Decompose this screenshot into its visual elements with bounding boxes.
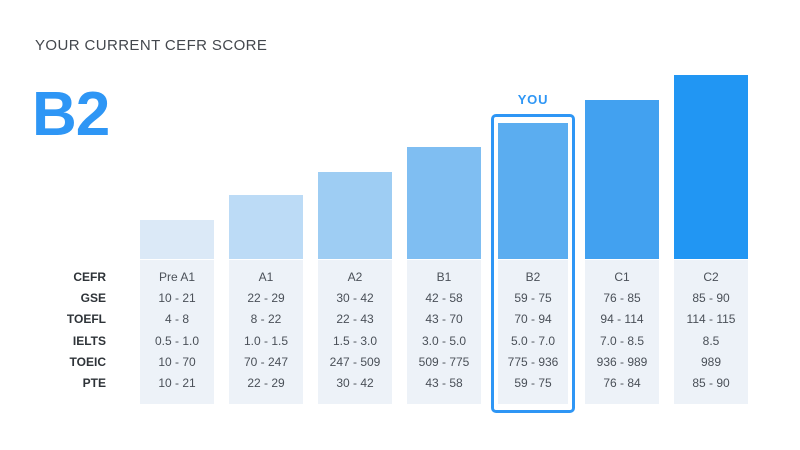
score-column-pre-a1: Pre A1 10 - 21 4 - 8 0.5 - 1.0 10 - 70 10 - 2… (140, 260, 214, 404)
bar-a1 (229, 195, 303, 259)
table-cell-gse-b2: 59 - 75 (514, 290, 552, 305)
bar-pre-a1 (140, 220, 214, 259)
bar-c2 (674, 75, 748, 259)
table-row-labels: CEFR GSE TOEFL IELTS TOEIC PTE (30, 260, 106, 404)
table-cell-ielts-a1: 1.0 - 1.5 (243, 333, 289, 348)
table-cell-cefr-b1: B1 (436, 269, 452, 284)
table-cell-toeic-a1: 70 - 247 (243, 354, 289, 369)
you-label: YOU (517, 92, 549, 107)
table-cell-toefl-c2: 114 - 115 (686, 312, 736, 327)
table-cell-toefl-c1: 94 - 114 (600, 312, 644, 327)
table-cell-gse-b1: 42 - 58 (425, 290, 463, 305)
table-cell-ielts-b2: 5.0 - 7.0 (510, 333, 556, 348)
table-cell-toefl-a1: 8 - 22 (250, 312, 282, 327)
table-cell-cefr-c2: C2 (703, 269, 719, 284)
current-level-highlight (491, 114, 575, 413)
table-cell-toefl-b2: 70 - 94 (514, 312, 552, 327)
row-label-pte: PTE (82, 376, 106, 391)
table-cell-toefl-a2: 22 - 43 (336, 312, 374, 327)
score-column-b1: B1 42 - 58 43 - 70 3.0 - 5.0 509 - 775 43 - 5… (407, 260, 481, 404)
row-label-ielts: IELTS (72, 333, 106, 348)
score-column-a2: A2 30 - 42 22 - 43 1.5 - 3.0 247 - 509 30 - 4… (318, 260, 392, 404)
score-column-c2: C2 85 - 90 114 - 115 8.5 989 85 - 90 (674, 260, 748, 404)
table-cell-gse-pre-a1: 10 - 21 (158, 290, 196, 305)
table-cell-gse-c1: 76 - 85 (603, 290, 641, 305)
table-cell-toeic-a2: 247 - 509 (329, 354, 381, 369)
table-cell-cefr-a1: A1 (258, 269, 274, 284)
table-cell-pte-b1: 43 - 58 (425, 376, 463, 391)
table-cell-cefr-b2: B2 (525, 269, 541, 284)
table-cell-gse-a2: 30 - 42 (336, 290, 374, 305)
table-cell-toeic-b1: 509 - 775 (418, 354, 470, 369)
table-cell-cefr-pre-a1: Pre A1 (158, 269, 196, 284)
table-cell-toeic-c1: 936 - 989 (596, 354, 648, 369)
score-column-b2: B2 59 - 75 70 - 94 5.0 - 7.0 775 - 936 59 - 7… (498, 260, 568, 404)
bar-b2 (498, 123, 568, 259)
table-cell-toeic-b2: 775 - 936 (507, 354, 559, 369)
bar-c1 (585, 100, 659, 259)
score-column-c1: C1 76 - 85 94 - 114 7.0 - 8.5 936 - 989 76 - … (585, 260, 659, 404)
table-cell-cefr-c1: C1 (614, 269, 630, 284)
table-cell-pte-c1: 76 - 84 (603, 376, 641, 391)
table-cell-ielts-b1: 3.0 - 5.0 (421, 333, 467, 348)
table-cell-ielts-c2: 8.5 (702, 333, 720, 348)
score-column-a1: A1 22 - 29 8 - 22 1.0 - 1.5 70 - 247 22 - 29 (229, 260, 303, 404)
table-cell-ielts-c1: 7.0 - 8.5 (599, 333, 645, 348)
table-cell-toeic-pre-a1: 10 - 70 (158, 354, 196, 369)
row-label-toefl: TOEFL (66, 312, 106, 327)
table-cell-gse-a1: 22 - 29 (247, 290, 285, 305)
row-label-toeic: TOEIC (69, 354, 106, 369)
table-cell-toeic-c2: 989 (700, 354, 722, 369)
page-title: YOUR CURRENT CEFR SCORE (35, 37, 268, 54)
table-cell-toefl-b1: 43 - 70 (425, 312, 463, 327)
bar-b1 (407, 147, 481, 259)
table-cell-cefr-a2: A2 (347, 269, 363, 284)
table-cell-ielts-a2: 1.5 - 3.0 (332, 333, 378, 348)
bar-a2 (318, 172, 392, 259)
table-cell-toefl-pre-a1: 4 - 8 (164, 312, 189, 327)
table-cell-gse-c2: 85 - 90 (692, 290, 730, 305)
table-cell-pte-c2: 85 - 90 (692, 376, 730, 391)
table-cell-pte-a2: 30 - 42 (336, 376, 374, 391)
row-label-cefr: CEFR (73, 269, 106, 284)
table-cell-pte-a1: 22 - 29 (247, 376, 285, 391)
table-cell-ielts-pre-a1: 0.5 - 1.0 (154, 333, 200, 348)
current-score-value: B2 (32, 80, 110, 149)
row-label-gse: GSE (80, 290, 106, 305)
table-cell-pte-pre-a1: 10 - 21 (158, 376, 196, 391)
table-cell-pte-b2: 59 - 75 (514, 376, 552, 391)
